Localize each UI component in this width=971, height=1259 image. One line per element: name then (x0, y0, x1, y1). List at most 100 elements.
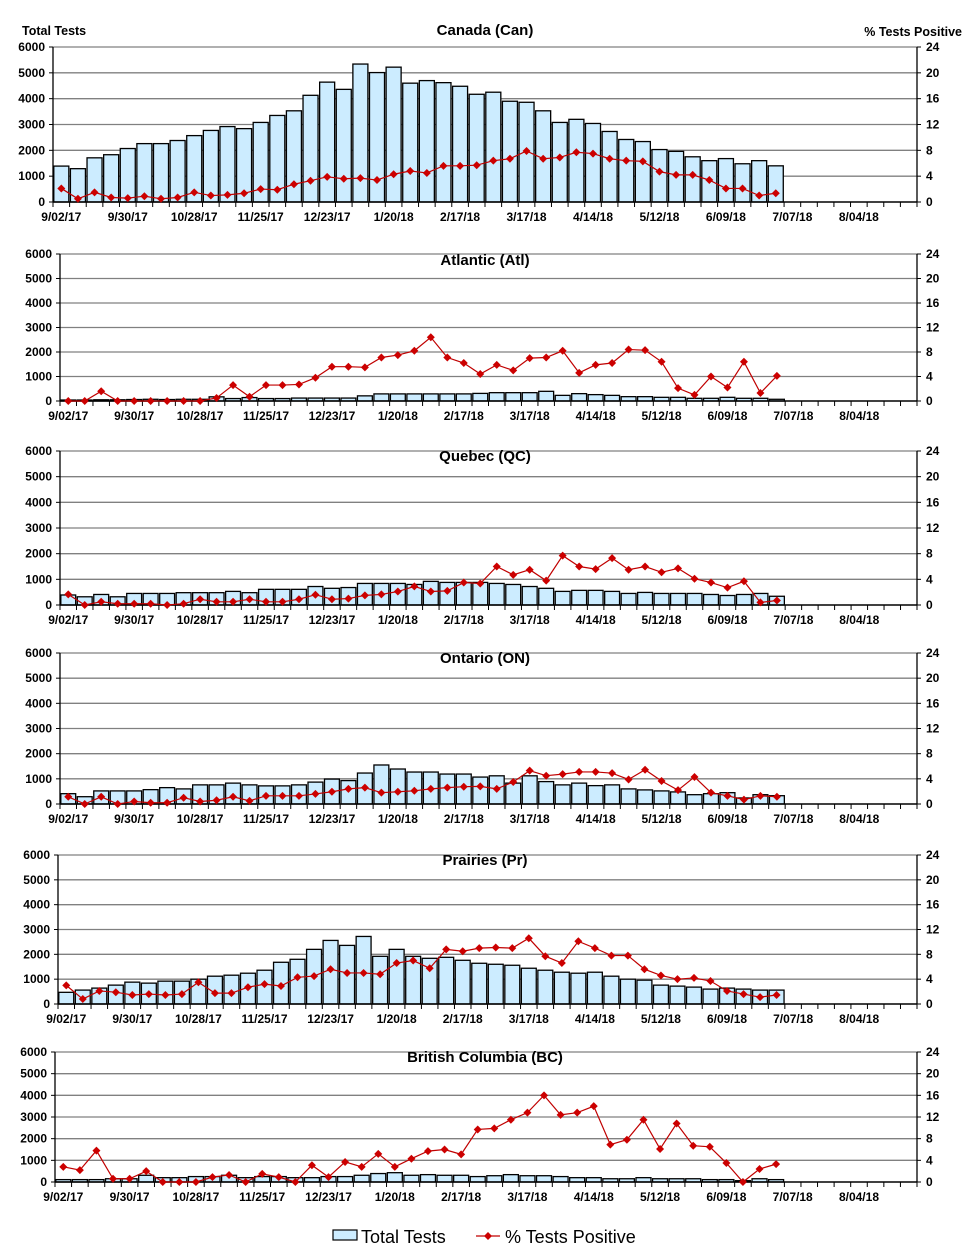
x-tick-label: 4/14/18 (576, 409, 616, 423)
x-tick-label: 10/28/17 (177, 812, 224, 826)
x-tick-label: 10/28/17 (175, 1012, 222, 1026)
marker-tests-positive (262, 597, 271, 606)
marker-tests-positive (212, 393, 221, 402)
marker-tests-positive (80, 601, 89, 609)
bar-total-tests (389, 768, 406, 805)
bar-total-tests (554, 784, 571, 805)
right-tick-label: 4 (926, 972, 933, 986)
left-tick-label: 0 (43, 997, 50, 1011)
legend: Total Tests % Tests Positive (332, 1227, 636, 1247)
marker-tests-positive (360, 783, 369, 792)
left-tick-label: 4000 (20, 1088, 47, 1102)
bar-total-tests (386, 1172, 403, 1183)
x-tick-label: 7/07/18 (772, 210, 812, 224)
bar-total-tests (488, 582, 505, 606)
bar-total-tests (604, 590, 621, 606)
bar-total-tests (604, 394, 621, 402)
marker-tests-positive (144, 990, 153, 999)
marker-tests-positive (245, 595, 254, 604)
marker-tests-positive (689, 973, 698, 982)
marker-tests-positive (756, 993, 765, 1002)
x-tick-label: 1/20/18 (378, 812, 418, 826)
bar-total-tests (58, 991, 75, 1005)
x-tick-label: 11/25/17 (241, 1012, 287, 1026)
bar-total-tests (372, 955, 389, 1005)
marker-tests-positive (638, 157, 647, 166)
bar-total-tests (734, 163, 751, 203)
marker-tests-positive (175, 1178, 184, 1186)
left-tick-label: 6000 (18, 40, 45, 54)
x-tick-label: 4/14/18 (576, 613, 616, 627)
marker-tests-positive (656, 1144, 665, 1153)
marker-tests-positive (326, 965, 335, 974)
bar-total-tests (501, 100, 519, 203)
marker-tests-positive (373, 176, 381, 185)
marker-tests-positive (125, 1174, 134, 1183)
marker-tests-positive (508, 944, 517, 953)
bar-total-tests (735, 593, 753, 606)
panel-title: Ontario (ON) (440, 650, 530, 667)
marker-tests-positive (357, 1162, 366, 1171)
marker-tests-positive (227, 989, 236, 998)
line-tests-positive (68, 336, 778, 402)
marker-tests-positive (473, 1125, 482, 1134)
right-tick-label: 8 (926, 143, 933, 157)
x-tick-label: 7/07/18 (773, 613, 813, 627)
x-tick-label: 9/02/17 (48, 409, 88, 423)
marker-tests-positive (605, 154, 614, 163)
marker-tests-positive (92, 1146, 101, 1155)
x-tick-label: 8/04/18 (839, 812, 879, 826)
marker-tests-positive (73, 194, 82, 203)
marker-tests-positive (756, 598, 765, 607)
marker-tests-positive (278, 597, 287, 606)
bar-total-tests (653, 592, 670, 606)
bar-total-tests (620, 788, 637, 805)
bar-total-tests (521, 775, 538, 805)
bar-total-tests (439, 393, 456, 402)
bar-total-tests (469, 1175, 486, 1183)
right-tick-label: 16 (926, 296, 940, 310)
marker-tests-positive (575, 562, 584, 571)
marker-tests-positive (339, 174, 348, 183)
x-tick-label: 10/28/17 (173, 1190, 220, 1204)
marker-tests-positive (196, 397, 205, 405)
bar-total-tests (335, 88, 352, 203)
marker-tests-positive (393, 787, 402, 796)
marker-tests-positive (423, 1147, 432, 1156)
x-tick-label: 12/23/17 (309, 812, 356, 826)
marker-tests-positive (491, 943, 500, 952)
bar-total-tests (471, 962, 488, 1005)
bar-total-tests (538, 780, 555, 805)
marker-tests-positive (674, 564, 683, 573)
marker-tests-positive (558, 346, 567, 355)
marker-tests-positive (90, 188, 99, 197)
left-tick-label: 6000 (25, 444, 52, 458)
left-tick-label: 5000 (25, 272, 52, 286)
marker-tests-positive (111, 988, 120, 997)
marker-tests-positive (607, 951, 616, 960)
marker-tests-positive (688, 170, 697, 179)
marker-tests-positive (772, 371, 781, 380)
bar-total-tests (435, 82, 452, 203)
marker-tests-positive (739, 577, 748, 586)
left-tick-label: 1000 (23, 972, 50, 986)
bar-total-tests (551, 121, 568, 203)
left-tick-label: 3000 (25, 722, 52, 736)
x-tick-label: 11/25/17 (243, 613, 289, 627)
left-tick-label: 2000 (25, 547, 52, 561)
x-tick-label: 6/09/18 (707, 812, 747, 826)
marker-tests-positive (62, 981, 71, 990)
panel-1: 0 1000 2000 3000 4000 5000 6000 0 4 8 12 16 20 24 9/02… (25, 247, 939, 423)
x-tick-label: 11/25/17 (243, 409, 289, 423)
x-tick-label: 10/28/17 (177, 409, 224, 423)
bar-total-tests (452, 1174, 470, 1183)
marker-tests-positive (557, 959, 566, 968)
marker-tests-positive (457, 1150, 466, 1159)
marker-tests-positive (360, 363, 369, 372)
bar-total-tests (53, 165, 70, 203)
marker-tests-positive (608, 554, 617, 563)
marker-tests-positive (492, 784, 501, 793)
left-tick-label: 6000 (20, 1045, 47, 1059)
bar-total-tests (318, 81, 336, 203)
marker-tests-positive (672, 1119, 681, 1128)
